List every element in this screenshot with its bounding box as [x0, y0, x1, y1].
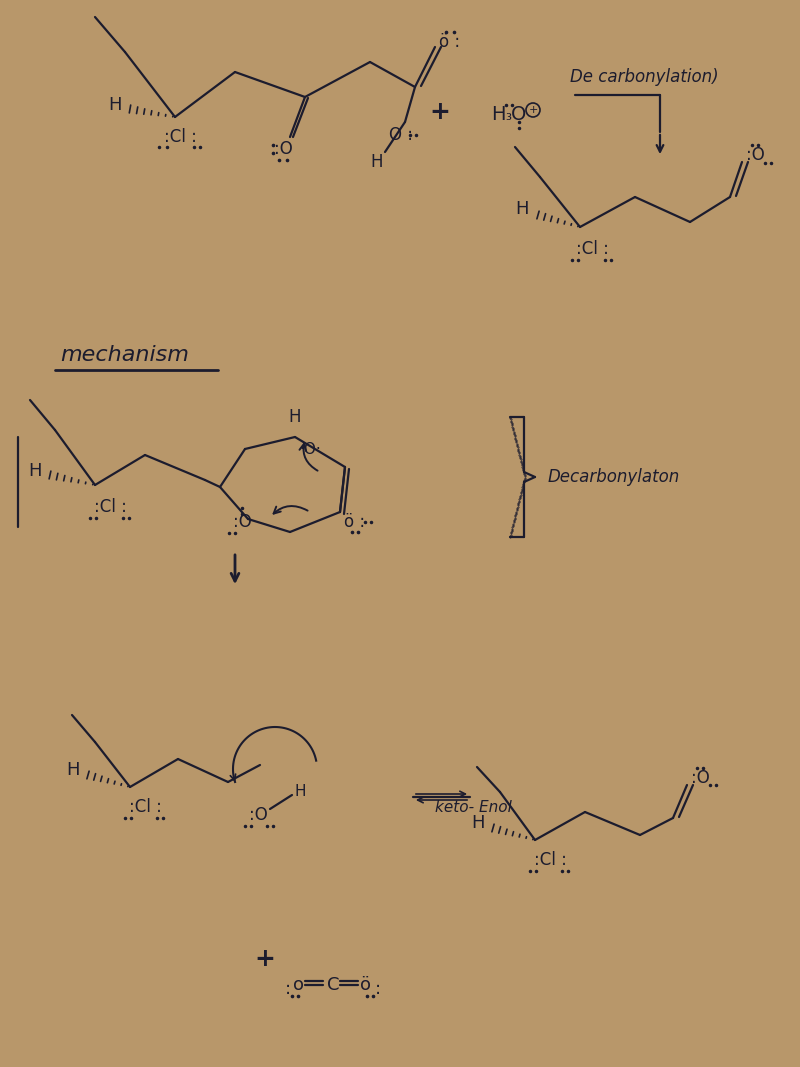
- Text: :O: :O: [233, 513, 251, 531]
- Text: O: O: [511, 106, 526, 125]
- Text: H: H: [471, 814, 485, 832]
- Text: H: H: [294, 783, 306, 798]
- Text: H: H: [289, 408, 302, 426]
- Text: +: +: [254, 947, 275, 971]
- Text: De carbonylation): De carbonylation): [570, 68, 718, 86]
- Text: keto- Enol: keto- Enol: [435, 799, 512, 814]
- Text: H: H: [370, 153, 383, 171]
- Text: +: +: [430, 100, 450, 124]
- Text: H: H: [66, 761, 80, 779]
- Text: :O: :O: [274, 140, 292, 158]
- Text: :: :: [285, 980, 291, 998]
- Text: :Cl :: :Cl :: [163, 128, 197, 146]
- Text: ₃: ₃: [505, 108, 511, 123]
- Text: :Cl :: :Cl :: [94, 498, 126, 516]
- Text: C: C: [327, 976, 339, 994]
- Text: +: +: [528, 105, 538, 115]
- Text: H: H: [515, 200, 529, 218]
- Text: ö: ö: [360, 976, 371, 994]
- Text: ·O·: ·O·: [299, 442, 321, 457]
- Text: Decarbonylaton: Decarbonylaton: [548, 468, 680, 485]
- Text: :O: :O: [746, 146, 764, 164]
- Text: ö :: ö :: [439, 33, 461, 51]
- Text: ö :: ö :: [345, 513, 366, 531]
- Text: :Cl :: :Cl :: [575, 240, 609, 258]
- Text: o: o: [293, 976, 304, 994]
- Text: O :: O :: [389, 126, 413, 144]
- Text: :Cl :: :Cl :: [129, 798, 162, 816]
- Text: :: :: [375, 980, 381, 998]
- Text: mechanism: mechanism: [60, 345, 189, 365]
- Text: H: H: [108, 96, 122, 114]
- Text: :O: :O: [690, 769, 710, 787]
- Text: :O: :O: [249, 806, 267, 824]
- Text: :Cl :: :Cl :: [534, 851, 566, 869]
- Text: H: H: [28, 462, 42, 480]
- Text: H: H: [490, 106, 506, 125]
